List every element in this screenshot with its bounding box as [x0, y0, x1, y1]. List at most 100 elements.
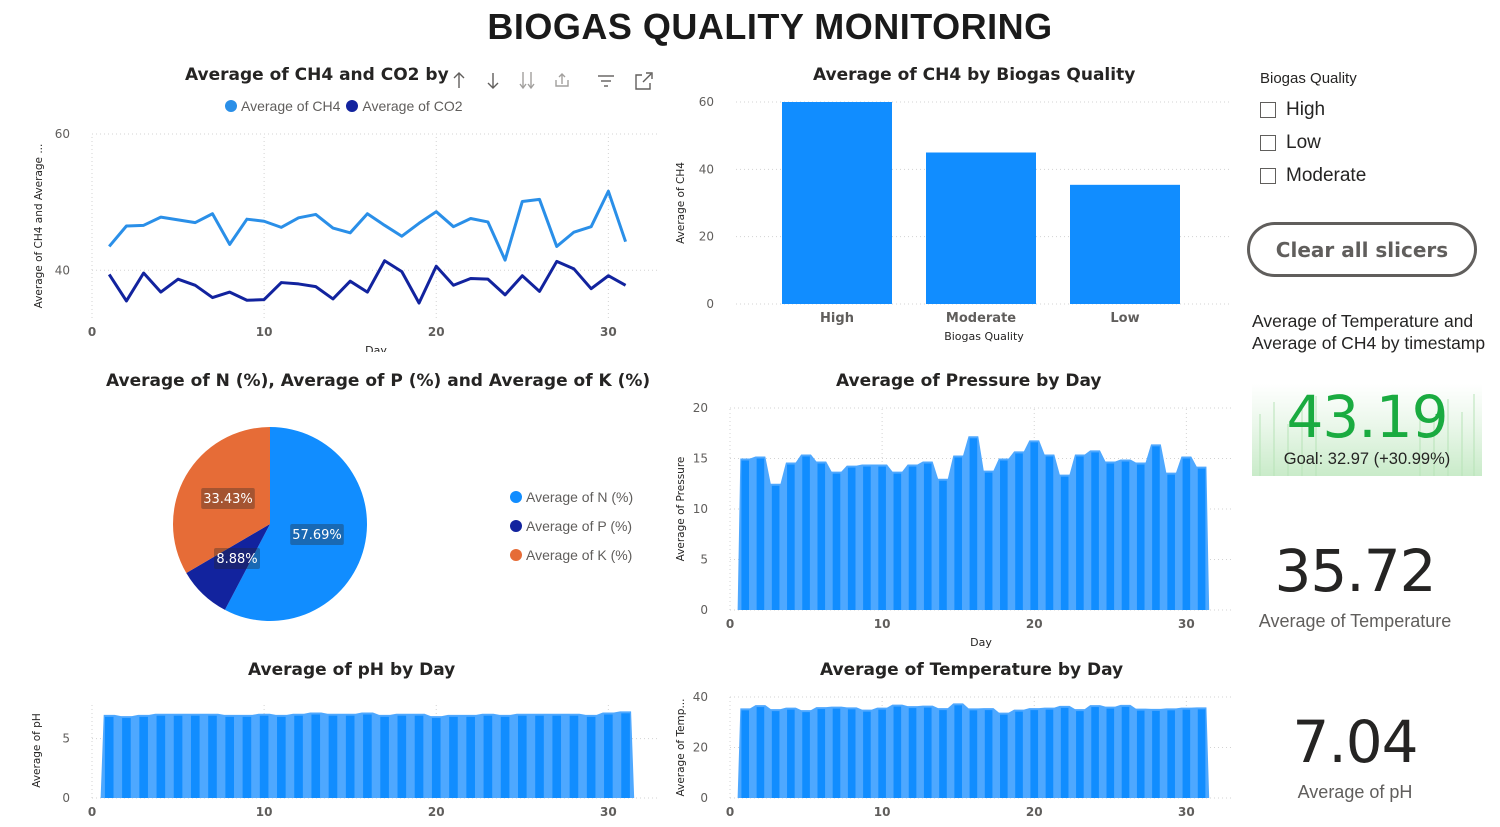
y-tick-label: 20 [699, 230, 714, 244]
y-tick-label: 10 [693, 502, 708, 516]
line-chart-visual[interactable]: Average of CH4 and CO2 by Average of CH4… [20, 62, 660, 352]
ph-chart-title: Average of pH by Day [248, 660, 456, 680]
avg-ph-card-value: 7.04 [1292, 708, 1418, 776]
pressure-chart-title: Average of Pressure by Day [836, 371, 1102, 391]
day-column [604, 714, 613, 798]
x-axis-title: Biogas Quality [944, 330, 1024, 343]
day-column [954, 705, 962, 798]
slicer-option-low[interactable]: Low [1260, 126, 1480, 159]
quality-bar-chart-visual[interactable]: Average of CH4 by Biogas Quality 0 20 40 60… [672, 62, 1242, 352]
clear-all-slicers-button[interactable]: Clear all slicers [1247, 222, 1477, 277]
filter-icon[interactable] [598, 75, 614, 87]
legend-item-n[interactable]: Average of N (%) [510, 482, 633, 511]
y-tick-label: 0 [62, 791, 70, 805]
x-tick-label: 10 [256, 325, 273, 339]
slicer-option-high[interactable]: High [1260, 93, 1480, 126]
day-column [552, 715, 562, 798]
day-column [787, 464, 795, 610]
legend-item-p[interactable]: Average of P (%) [510, 511, 633, 540]
npk-pie-chart-visual[interactable]: Average of N (%), Average of P (%) and A… [20, 368, 660, 648]
day-column [832, 473, 841, 610]
day-column [122, 718, 131, 798]
y-axis-title: Average of Pressure [675, 457, 687, 562]
legend-co2-label[interactable]: Average of CO2 [362, 98, 463, 114]
kpi-trend-background [1259, 394, 1475, 476]
legend-ch4-label[interactable]: Average of CH4 [241, 98, 341, 114]
ph-chart-plot: 0 5 0 10 20 30 Average of pH [31, 703, 660, 819]
x-tick-label: 20 [428, 805, 445, 819]
day-column [173, 715, 183, 798]
kpi-visual[interactable]: 43.19 ✓ Goal: 32.97 (+30.99%) [1252, 383, 1482, 476]
day-column [847, 467, 856, 610]
y-tick-label: 15 [693, 452, 708, 466]
day-column [294, 715, 303, 798]
y-axis-title: Average of Temp... [675, 699, 687, 797]
x-tick-label: 10 [874, 617, 891, 631]
day-column [1060, 476, 1069, 610]
legend-item-k[interactable]: Average of K (%) [510, 540, 633, 569]
day-column [311, 714, 321, 798]
checkbox-high[interactable] [1260, 101, 1276, 118]
day-column [787, 709, 795, 798]
checkbox-moderate[interactable] [1260, 167, 1276, 184]
legend-n-dot [510, 490, 522, 503]
slicer-option-high-label: High [1286, 98, 1326, 120]
day-column [518, 715, 527, 798]
pie-slice [186, 524, 270, 610]
day-column [817, 463, 826, 610]
x-tick-label: 30 [1178, 805, 1195, 819]
avg-temperature-card-value: 35.72 [1274, 537, 1436, 605]
sort-descending-icon[interactable] [487, 73, 499, 89]
expand-all-icon[interactable] [519, 72, 535, 90]
x-tick-label: 30 [600, 325, 617, 339]
pressure-chart-visual[interactable]: Average of Pressure by Day 0 5 10 15 20 0 10 20… [672, 368, 1242, 653]
day-column [345, 715, 355, 798]
legend-p-dot [510, 519, 522, 532]
checkbox-low[interactable] [1260, 134, 1276, 151]
line-chart-legend: Average of CH4 Average of CO2 [225, 98, 463, 114]
slicer-option-moderate[interactable]: Moderate [1260, 159, 1480, 192]
y-tick-label: 40 [55, 263, 70, 277]
temperature-chart-visual[interactable]: Average of Temperature by Day 0 20 40 0 10 20… [672, 657, 1242, 827]
series-line-ch4 [108, 189, 627, 262]
legend-p-label: Average of P (%) [526, 517, 633, 534]
ph-chart-visual[interactable]: Average of pH by Day 0 5 0 10 20 30 Average of… [20, 657, 660, 827]
quality-bar [782, 102, 892, 304]
pie-data-label: 57.69% [292, 528, 342, 543]
x-tick-label: 0 [88, 325, 96, 339]
y-tick-label: 0 [706, 297, 714, 311]
day-column [741, 460, 750, 610]
day-column [431, 718, 441, 798]
npk-pie-chart-title: Average of N (%), Average of P (%) and A… [106, 371, 651, 391]
y-tick-label: 0 [700, 603, 708, 617]
kpi-title: Average of Temperature and Average of CH… [1252, 311, 1486, 353]
day-column [1030, 710, 1039, 798]
drill-down-icon[interactable] [555, 73, 569, 87]
day-column [1045, 709, 1054, 798]
day-column [363, 714, 372, 798]
series-line-co2 [107, 259, 627, 305]
day-column [190, 715, 200, 798]
day-column [466, 716, 475, 798]
slicer-option-low-label: Low [1286, 131, 1321, 153]
day-column [139, 716, 148, 798]
y-tick-label: 60 [699, 95, 714, 109]
legend-k-label: Average of K (%) [526, 546, 633, 563]
y-tick-label: 20 [693, 741, 708, 755]
sort-ascending-icon[interactable] [453, 72, 465, 88]
x-tick-label: 10 [256, 805, 273, 819]
day-column [586, 716, 596, 798]
day-column [1167, 710, 1175, 798]
x-axis-title: Day [970, 636, 992, 649]
day-column [1152, 710, 1160, 798]
day-column [1197, 709, 1206, 798]
focus-mode-icon[interactable] [635, 72, 653, 90]
line-chart-plot: 40 60 0 10 20 30 Day Average of CH4 and Average… [33, 127, 660, 352]
day-column [621, 713, 630, 798]
day-column [939, 710, 947, 798]
day-column [984, 710, 993, 798]
y-tick-label: 5 [700, 553, 708, 567]
x-tick-label: 0 [88, 805, 96, 819]
day-column [242, 716, 252, 798]
day-column [259, 715, 269, 798]
